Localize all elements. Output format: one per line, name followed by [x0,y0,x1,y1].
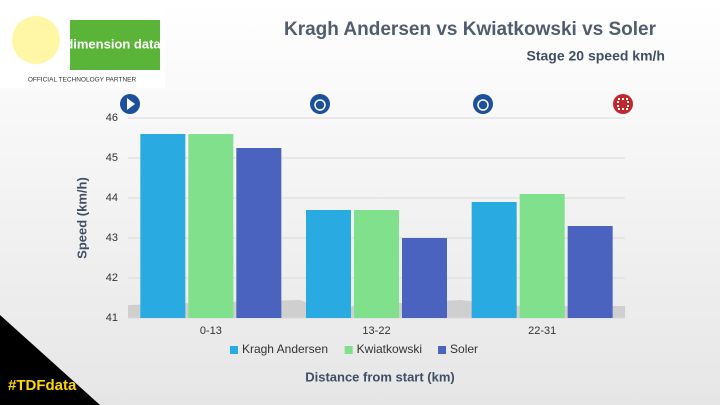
partner-name: dimension data [65,36,161,51]
bar [402,238,447,318]
tour-logo [12,16,60,64]
bar [306,210,351,318]
y-tick-label: 45 [106,152,118,164]
y-tick-label: 43 [106,232,118,244]
checkpoint-icon [310,94,330,114]
finish-icon [613,94,633,114]
bar [519,194,565,318]
chart-title: Kragh Andersen vs Kwiatkowski vs Soler [284,19,657,40]
finish-flag [617,98,629,110]
bar [188,134,234,318]
hashtag: #TDFdata [8,377,77,394]
legend-label: Kragh Andersen [242,342,328,356]
legend-label: Kwiatkowski [357,342,422,356]
bar [140,134,186,318]
bar [236,148,282,318]
partner-tagline: OFFICIAL TECHNOLOGY PARTNER [28,77,137,84]
y-axis-label: Speed (km/h) [74,177,89,259]
x-axis-label: Distance from start (km) [305,369,455,384]
y-tick-label: 42 [106,272,118,284]
hashtag-corner [0,315,100,405]
stage-icons [120,94,633,114]
x-tick-label: 13-22 [362,325,390,337]
chart-subtitle: Stage 20 speed km/h [526,48,665,64]
legend-swatch [344,346,353,354]
bar [471,202,517,318]
checkpoint-icon [473,94,493,114]
legend-swatch [438,346,447,354]
bar [567,226,613,318]
logo: dimension data OFFICIAL TECHNOLOGY PARTN… [0,0,165,88]
legend-swatch [229,346,238,354]
x-tick-label: 0-13 [200,325,222,337]
y-tick-label: 41 [106,312,118,324]
bar [354,210,399,318]
x-tick-label: 22-31 [528,325,556,337]
start-arrow [127,98,135,110]
y-tick-label: 44 [106,192,118,204]
legend-label: Soler [450,342,478,356]
y-tick-label: 46 [106,112,118,124]
partner-box [70,20,160,70]
checkpoint-dial [314,99,326,111]
checkpoint-dial [477,99,489,111]
